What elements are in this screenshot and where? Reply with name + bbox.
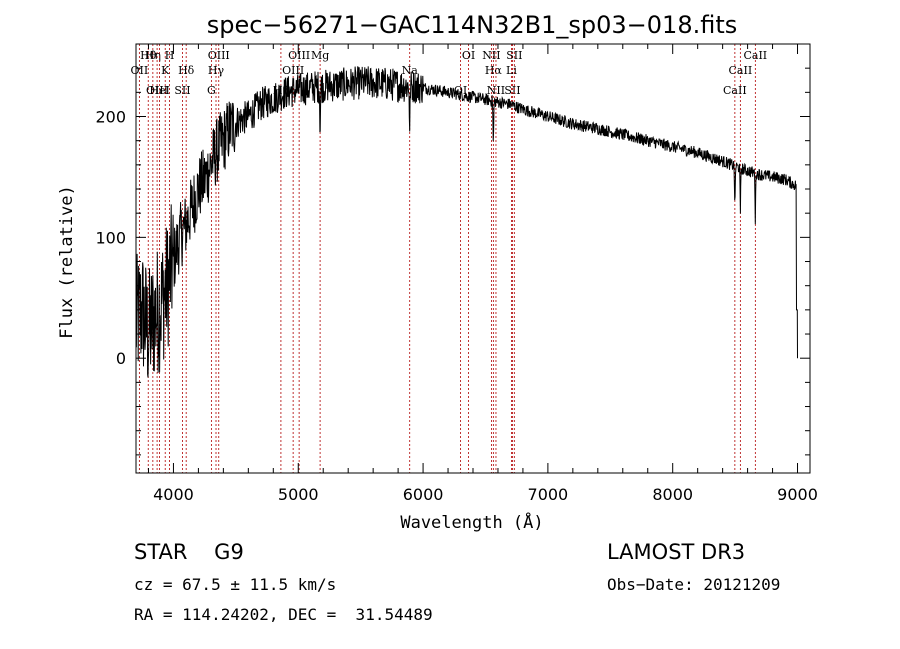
spectral-line-label: CaII bbox=[729, 64, 753, 77]
spectral-line-label: Hδ bbox=[178, 64, 195, 77]
spectral-line-label: SII bbox=[506, 49, 522, 62]
spectral-line-label: OI bbox=[462, 49, 475, 62]
spectral-line-label: HeI bbox=[149, 84, 169, 97]
observation-date: Obs−Date: 20121209 bbox=[607, 575, 780, 594]
spectral-line-label: Hη bbox=[145, 49, 161, 62]
spectrum-layer bbox=[136, 66, 798, 377]
spectral-line-label: Hα bbox=[485, 64, 503, 77]
spectral-line-label: NII bbox=[487, 84, 505, 97]
spectrum-line bbox=[136, 66, 798, 377]
redshift-velocity: cz = 67.5 ± 11.5 km/s bbox=[134, 575, 336, 594]
spectral-lines-layer: HθOIIOIIIHηKHeIHHδSIIOIIIHγGOIIIOIIIHβMg… bbox=[131, 44, 768, 473]
chart-title: spec−56271−GAC114N32B1_sp03−018.fits bbox=[207, 11, 738, 39]
x-axis-label: Wavelength (Å) bbox=[400, 511, 543, 533]
spectral-line-label: Hγ bbox=[208, 64, 225, 77]
spectral-line-label: Li bbox=[506, 64, 517, 77]
spectral-line-label: K bbox=[161, 64, 170, 77]
spectral-line-label: Na bbox=[402, 64, 419, 77]
coordinates: RA = 114.24202, DEC = 31.54489 bbox=[134, 605, 433, 624]
spectral-line-label: G bbox=[207, 84, 216, 97]
spectral-line-label: CaII bbox=[723, 84, 747, 97]
y-tick-label: 0 bbox=[116, 349, 126, 368]
x-tick-label: 4000 bbox=[153, 485, 194, 504]
x-tick-label: 9000 bbox=[777, 485, 818, 504]
spectral-line-label: OIII bbox=[288, 49, 310, 62]
axis-ticks-layer: 4000 5000 6000 7000 8000 9000 0 100 200 bbox=[95, 44, 817, 504]
spectral-line-label: OII bbox=[131, 64, 149, 77]
y-axis-label: Flux (relative) bbox=[57, 185, 77, 339]
spectral-line-label: Mg bbox=[311, 49, 329, 62]
survey-name: LAMOST DR3 bbox=[607, 540, 745, 564]
y-tick-label: 100 bbox=[95, 228, 126, 247]
spectral-line-label: CaII bbox=[743, 49, 767, 62]
spectral-line-label: SII bbox=[504, 84, 520, 97]
spectral-line-label: NII bbox=[482, 49, 500, 62]
object-class: STAR G9 bbox=[134, 540, 244, 564]
spectral-line-label: SII bbox=[174, 84, 190, 97]
y-tick-label: 200 bbox=[95, 108, 126, 127]
x-tick-label: 6000 bbox=[403, 485, 444, 504]
x-tick-label: 8000 bbox=[652, 485, 693, 504]
x-tick-label: 5000 bbox=[278, 485, 319, 504]
spectral-line-label: H bbox=[165, 49, 175, 62]
x-tick-label: 7000 bbox=[528, 485, 569, 504]
